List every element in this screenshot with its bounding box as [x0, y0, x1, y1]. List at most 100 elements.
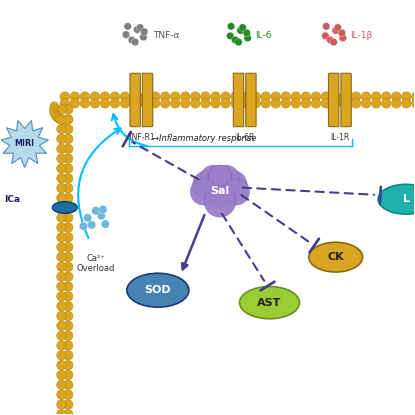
Circle shape	[341, 98, 351, 108]
Circle shape	[301, 98, 311, 108]
Text: CK: CK	[327, 252, 344, 262]
Circle shape	[140, 92, 150, 101]
Circle shape	[237, 27, 244, 34]
Circle shape	[190, 178, 217, 205]
Circle shape	[132, 38, 139, 46]
Circle shape	[57, 390, 66, 399]
Circle shape	[57, 282, 66, 291]
Circle shape	[244, 34, 251, 42]
Circle shape	[100, 92, 110, 101]
Circle shape	[211, 92, 220, 101]
Circle shape	[128, 36, 136, 44]
Circle shape	[63, 193, 73, 203]
Circle shape	[57, 341, 66, 350]
Circle shape	[371, 92, 381, 101]
Text: Ca²⁺
Overload: Ca²⁺ Overload	[77, 254, 115, 273]
Circle shape	[79, 222, 88, 230]
FancyBboxPatch shape	[142, 73, 153, 127]
Text: TNF-R1: TNF-R1	[127, 133, 155, 142]
Text: IL-1β: IL-1β	[350, 32, 372, 40]
Circle shape	[281, 98, 290, 108]
Circle shape	[110, 92, 120, 101]
Circle shape	[57, 105, 66, 114]
Text: ICa: ICa	[4, 195, 20, 204]
Circle shape	[63, 213, 73, 222]
Circle shape	[57, 164, 66, 173]
Circle shape	[251, 92, 261, 101]
Circle shape	[83, 214, 92, 222]
Ellipse shape	[309, 242, 363, 272]
Circle shape	[90, 98, 100, 108]
Circle shape	[51, 110, 59, 119]
Circle shape	[322, 22, 330, 30]
Circle shape	[201, 98, 210, 108]
Circle shape	[204, 185, 236, 217]
Circle shape	[124, 22, 132, 30]
Circle shape	[181, 92, 190, 101]
Circle shape	[361, 98, 371, 108]
Circle shape	[330, 38, 337, 46]
Circle shape	[57, 144, 66, 154]
Circle shape	[63, 360, 73, 370]
Circle shape	[412, 92, 415, 101]
Circle shape	[63, 173, 73, 183]
Circle shape	[352, 92, 361, 101]
Circle shape	[361, 92, 371, 101]
Circle shape	[88, 221, 96, 229]
Text: IL-6: IL-6	[255, 32, 271, 40]
Circle shape	[63, 321, 73, 331]
Circle shape	[57, 252, 66, 262]
Circle shape	[52, 112, 61, 121]
Ellipse shape	[239, 286, 300, 319]
Circle shape	[271, 92, 281, 101]
Circle shape	[213, 165, 239, 192]
Circle shape	[231, 98, 240, 108]
Circle shape	[130, 92, 140, 101]
Text: SOD: SOD	[144, 285, 171, 295]
Ellipse shape	[52, 202, 77, 213]
Circle shape	[63, 105, 73, 114]
Circle shape	[391, 92, 401, 101]
Circle shape	[171, 98, 180, 108]
Circle shape	[241, 92, 250, 101]
FancyBboxPatch shape	[341, 73, 351, 127]
Circle shape	[52, 112, 61, 120]
Text: IL-1R: IL-1R	[330, 133, 349, 142]
Circle shape	[352, 98, 361, 108]
Circle shape	[63, 292, 73, 301]
Circle shape	[231, 92, 240, 101]
FancyBboxPatch shape	[329, 73, 339, 127]
Circle shape	[63, 124, 73, 134]
Circle shape	[381, 92, 391, 101]
Circle shape	[54, 114, 62, 122]
Circle shape	[221, 92, 230, 101]
Circle shape	[221, 98, 230, 108]
Text: MIRI: MIRI	[15, 139, 35, 148]
Circle shape	[321, 92, 331, 101]
Circle shape	[130, 98, 140, 108]
Circle shape	[412, 98, 415, 108]
Circle shape	[381, 98, 391, 108]
Circle shape	[57, 124, 66, 134]
Circle shape	[62, 116, 71, 124]
Circle shape	[334, 24, 342, 31]
Circle shape	[99, 205, 107, 214]
Circle shape	[57, 311, 66, 321]
Circle shape	[402, 98, 411, 108]
Circle shape	[63, 115, 73, 124]
Circle shape	[64, 116, 73, 124]
Ellipse shape	[378, 184, 415, 214]
Circle shape	[371, 98, 381, 108]
Circle shape	[193, 171, 222, 200]
Circle shape	[63, 272, 73, 281]
FancyBboxPatch shape	[130, 73, 140, 127]
Circle shape	[63, 242, 73, 252]
Circle shape	[92, 207, 100, 215]
Circle shape	[271, 98, 281, 108]
Circle shape	[57, 154, 66, 164]
Circle shape	[55, 115, 63, 123]
Text: AST: AST	[257, 298, 282, 308]
Circle shape	[63, 370, 73, 380]
Circle shape	[63, 311, 73, 321]
Circle shape	[57, 370, 66, 380]
